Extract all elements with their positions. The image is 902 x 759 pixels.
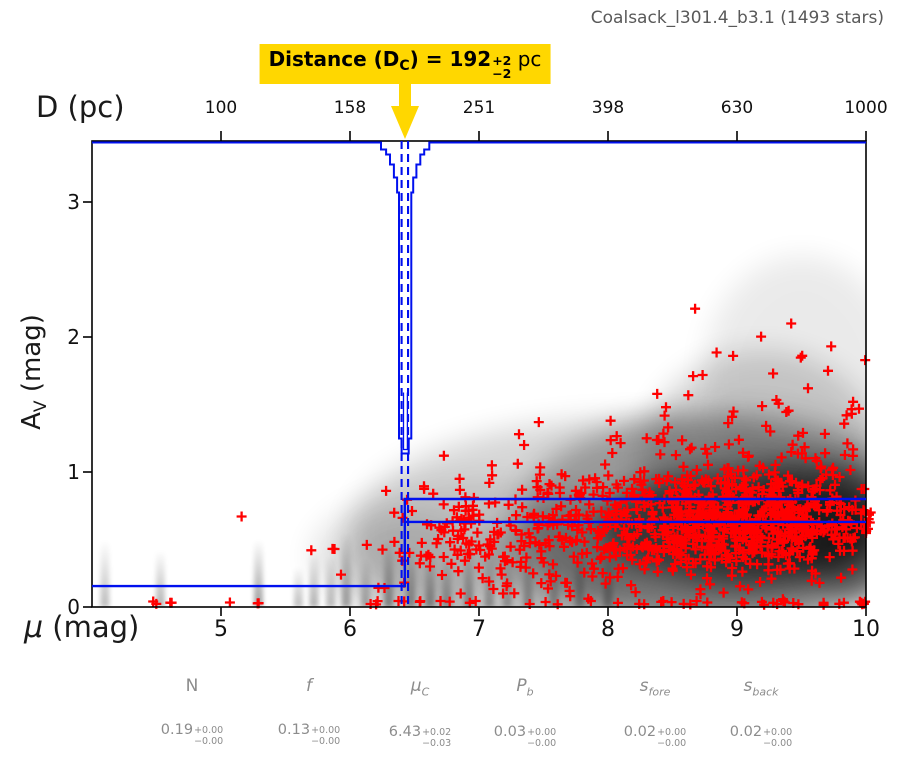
top-tick-label: 398	[591, 98, 625, 118]
parameter-value: 6.43 +0.02 −0.03	[388, 724, 452, 750]
y-axis-label-main: A	[16, 412, 47, 430]
x-tick-label: 7	[472, 617, 486, 642]
annotation-prefix: Distance (D	[268, 47, 400, 71]
parameter-label: Pb	[516, 676, 534, 699]
annotation-unit: pc	[511, 47, 542, 71]
parameter-value: 0.03 +0.00 −0.00	[493, 724, 557, 750]
parameter-column: f 0.13 +0.00 −0.00	[239, 676, 379, 748]
distance-annotation: Distance (DC) = 192 +2 −2 pc	[259, 44, 551, 85]
distance-arrow-icon	[391, 80, 419, 139]
parameter-column: μC 6.43 +0.02 −0.03	[350, 676, 490, 750]
top-tick-label: 630	[720, 98, 754, 118]
parameter-label: sfore	[639, 676, 671, 699]
model-step-line	[92, 497, 866, 588]
y-axis-label-unit: (mag)	[16, 314, 47, 401]
posterior-inner-contour	[402, 392, 409, 451]
annotation-value: ) = 192	[409, 47, 492, 71]
x-axis-label-unit: (mag)	[43, 610, 140, 644]
parameter-value: 0.19 +0.00 −0.00	[160, 722, 224, 747]
y-tick-label: 2	[67, 325, 80, 349]
parameter-value: 0.13 +0.00 −0.00	[277, 722, 341, 747]
top-tick-label: 100	[204, 98, 238, 118]
y-axis-label: AV (mag)	[17, 314, 51, 430]
x-axis-label: μ (mag)	[24, 610, 139, 645]
annotation-plus-error: +2	[492, 53, 512, 68]
parameter-label: N	[185, 676, 199, 696]
x-tick-label: 9	[730, 617, 744, 642]
x-tick-label: 10	[852, 617, 880, 642]
y-tick-label: 1	[67, 460, 80, 484]
annotation-minus-error: −2	[492, 66, 512, 82]
top-tick-label: 158	[333, 98, 367, 118]
parameter-column: sfore 0.02 +0.00 −0.00	[585, 676, 725, 750]
annotation-subscript: C	[399, 58, 410, 74]
x-tick-label: 5	[214, 617, 228, 642]
top-tick-label: 1000	[844, 98, 888, 118]
parameter-column: N 0.19 +0.00 −0.00	[122, 676, 262, 748]
annotation-uncertainty: +2 −2	[492, 54, 511, 80]
parameter-label: sback	[743, 676, 779, 699]
top-axis-label: D (pc)	[36, 90, 125, 124]
figure-title: Coalsack_l301.4_b3.1 (1493 stars)	[590, 8, 884, 28]
x-tick-label: 6	[343, 617, 357, 642]
y-tick-label: 0	[67, 595, 80, 619]
posterior-outline	[92, 141, 866, 455]
x-axis-label-mu: μ	[24, 610, 44, 645]
parameter-column: sback 0.02 +0.00 −0.00	[691, 676, 831, 750]
axes-frame	[83, 131, 867, 616]
y-tick-label: 3	[67, 190, 80, 214]
parameter-value: 0.02 +0.00 −0.00	[623, 724, 687, 750]
top-axis-label-text: D (pc)	[36, 90, 125, 124]
parameter-label: μC	[410, 676, 430, 699]
density-layer	[100, 256, 866, 607]
y-axis-label-sub: V	[31, 400, 52, 413]
parameter-value: 0.02 +0.00 −0.00	[729, 724, 793, 750]
parameter-label: f	[306, 676, 312, 696]
x-tick-label: 8	[601, 617, 615, 642]
top-tick-label: 251	[462, 98, 496, 118]
distance-posterior	[92, 141, 866, 455]
extinction-model	[92, 141, 866, 607]
parameter-column: Pb 0.03 +0.00 −0.00	[455, 676, 595, 750]
